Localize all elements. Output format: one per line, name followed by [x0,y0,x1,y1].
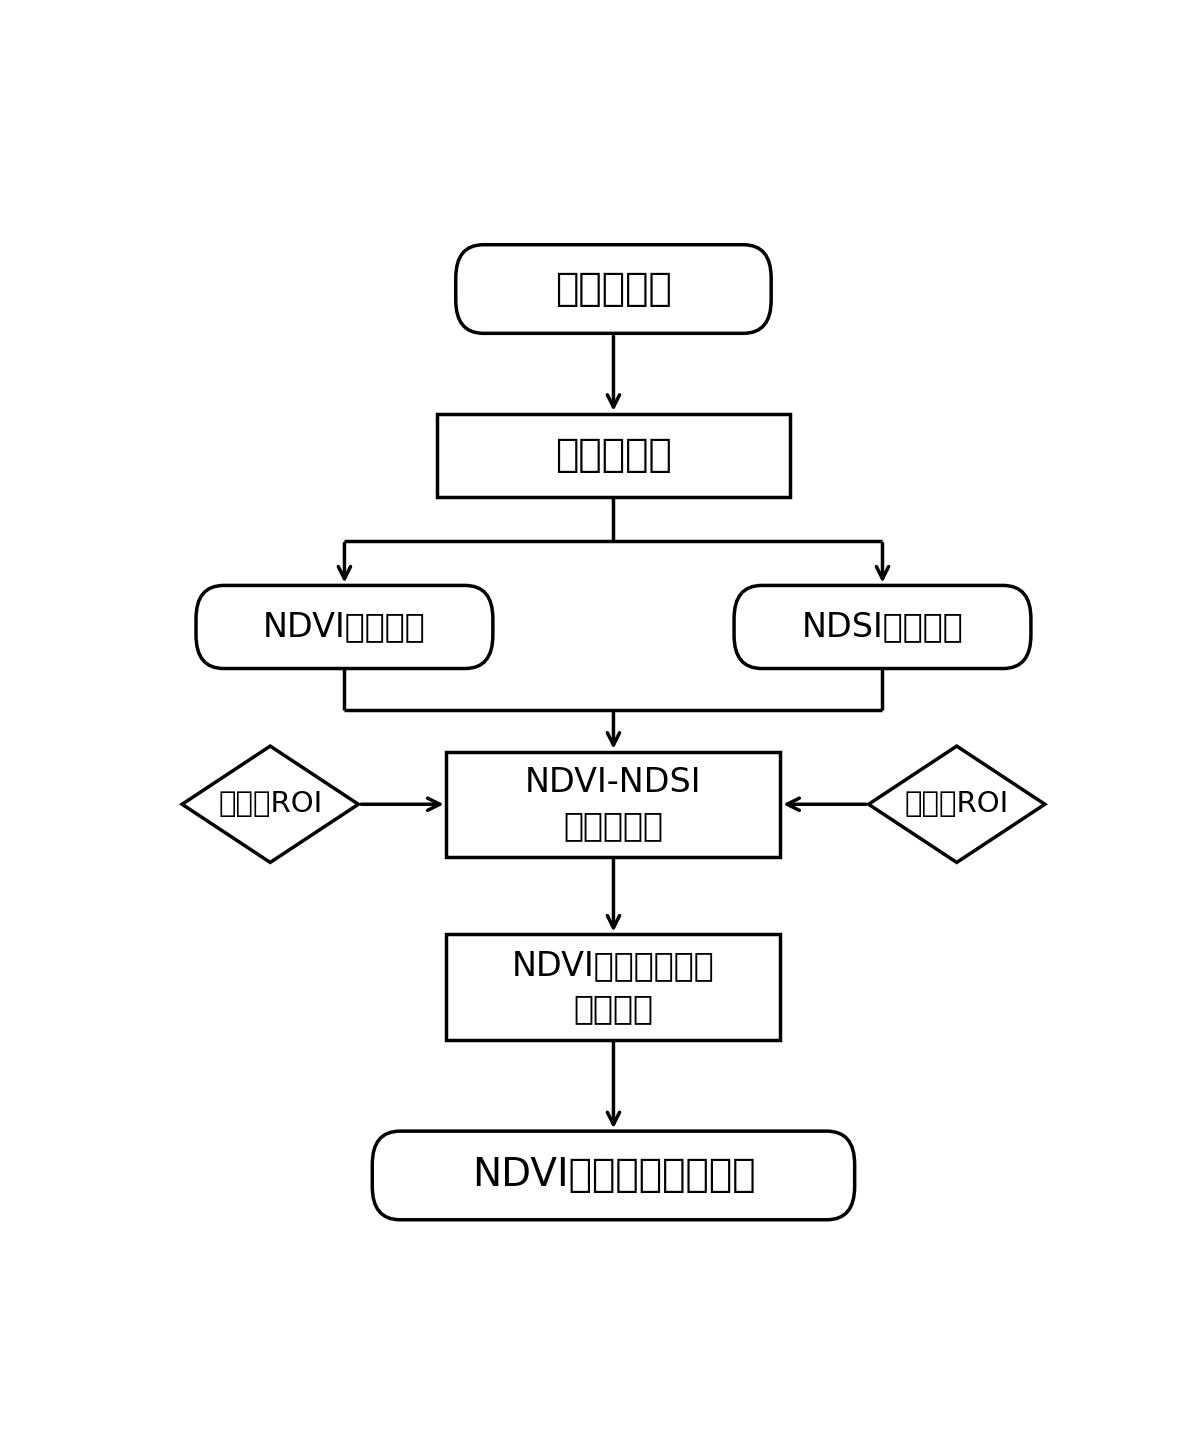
Text: 多光谱影像: 多光谱影像 [555,271,672,308]
Text: 阴影区ROI: 阴影区ROI [218,790,322,819]
Polygon shape [182,745,358,862]
Text: NDSI指数计算: NDSI指数计算 [802,610,964,643]
Text: NDVI指数计算: NDVI指数计算 [263,610,426,643]
Bar [437,413,790,496]
FancyBboxPatch shape [196,586,493,669]
Text: NDVI阴影影响去除
公式构建: NDVI阴影影响去除 公式构建 [512,948,715,1025]
FancyBboxPatch shape [372,1131,855,1220]
FancyBboxPatch shape [456,245,771,334]
Bar [446,751,780,856]
Text: NDVI-NDSI
散点图构建: NDVI-NDSI 散点图构建 [525,766,701,842]
Text: 明亮区ROI: 明亮区ROI [905,790,1009,819]
Text: 影像预处理: 影像预处理 [555,436,672,475]
Bar [446,934,780,1040]
Text: NDVI阴影影响去除结果: NDVI阴影影响去除结果 [472,1157,755,1194]
FancyBboxPatch shape [734,586,1031,669]
Polygon shape [869,745,1045,862]
